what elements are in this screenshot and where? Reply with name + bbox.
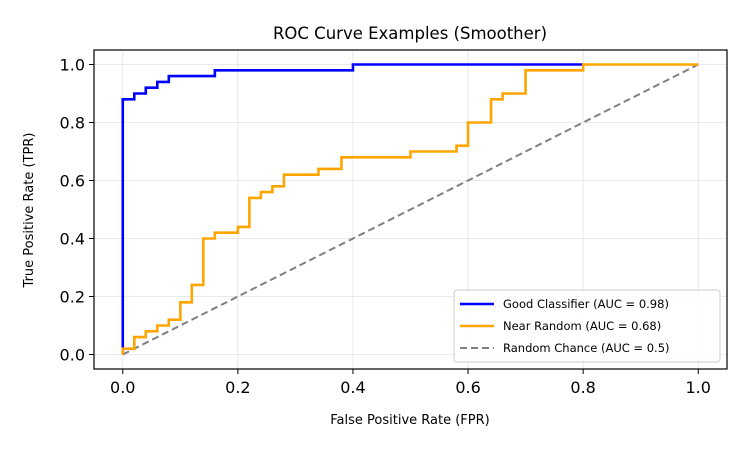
x-tick-label: 1.0 [686, 378, 711, 397]
x-axis-label: False Positive Rate (FPR) [330, 413, 489, 428]
y-axis-ticks: 0.0 0.2 0.4 0.6 0.8 1.0 [60, 56, 94, 365]
y-tick-label: 0.0 [60, 346, 85, 365]
x-tick-label: 0.4 [340, 378, 365, 397]
y-tick-label: 0.6 [60, 172, 85, 191]
y-tick-label: 0.4 [60, 230, 85, 249]
legend-label-good-classifier: Good Classifier (AUC = 0.98) [503, 297, 669, 311]
series-line-good-classifier [121, 63, 584, 355]
chart-title: ROC Curve Examples (Smoother) [273, 24, 547, 43]
y-tick-label: 0.2 [60, 288, 85, 307]
x-axis-ticks: 0.0 0.2 0.4 0.6 0.8 1.0 [110, 369, 711, 397]
series-layer [121, 63, 699, 356]
series-line-near-random [121, 63, 699, 355]
x-tick-label: 0.0 [110, 378, 135, 397]
y-tick-label: 1.0 [60, 56, 85, 75]
legend-label-near-random: Near Random (AUC = 0.68) [503, 319, 661, 333]
series-line-random-chance [122, 63, 699, 356]
legend-label-random-chance: Random Chance (AUC = 0.5) [503, 341, 670, 355]
x-tick-label: 0.8 [570, 378, 595, 397]
x-tick-label: 0.2 [225, 378, 250, 397]
y-axis-label: True Positive Rate (TPR) [22, 133, 37, 289]
y-tick-label: 0.8 [60, 114, 85, 133]
plot-frame [93, 49, 728, 370]
x-tick-label: 0.6 [455, 378, 480, 397]
legend: Good Classifier (AUC = 0.98) Near Random … [453, 289, 721, 363]
legend-box [453, 289, 721, 363]
